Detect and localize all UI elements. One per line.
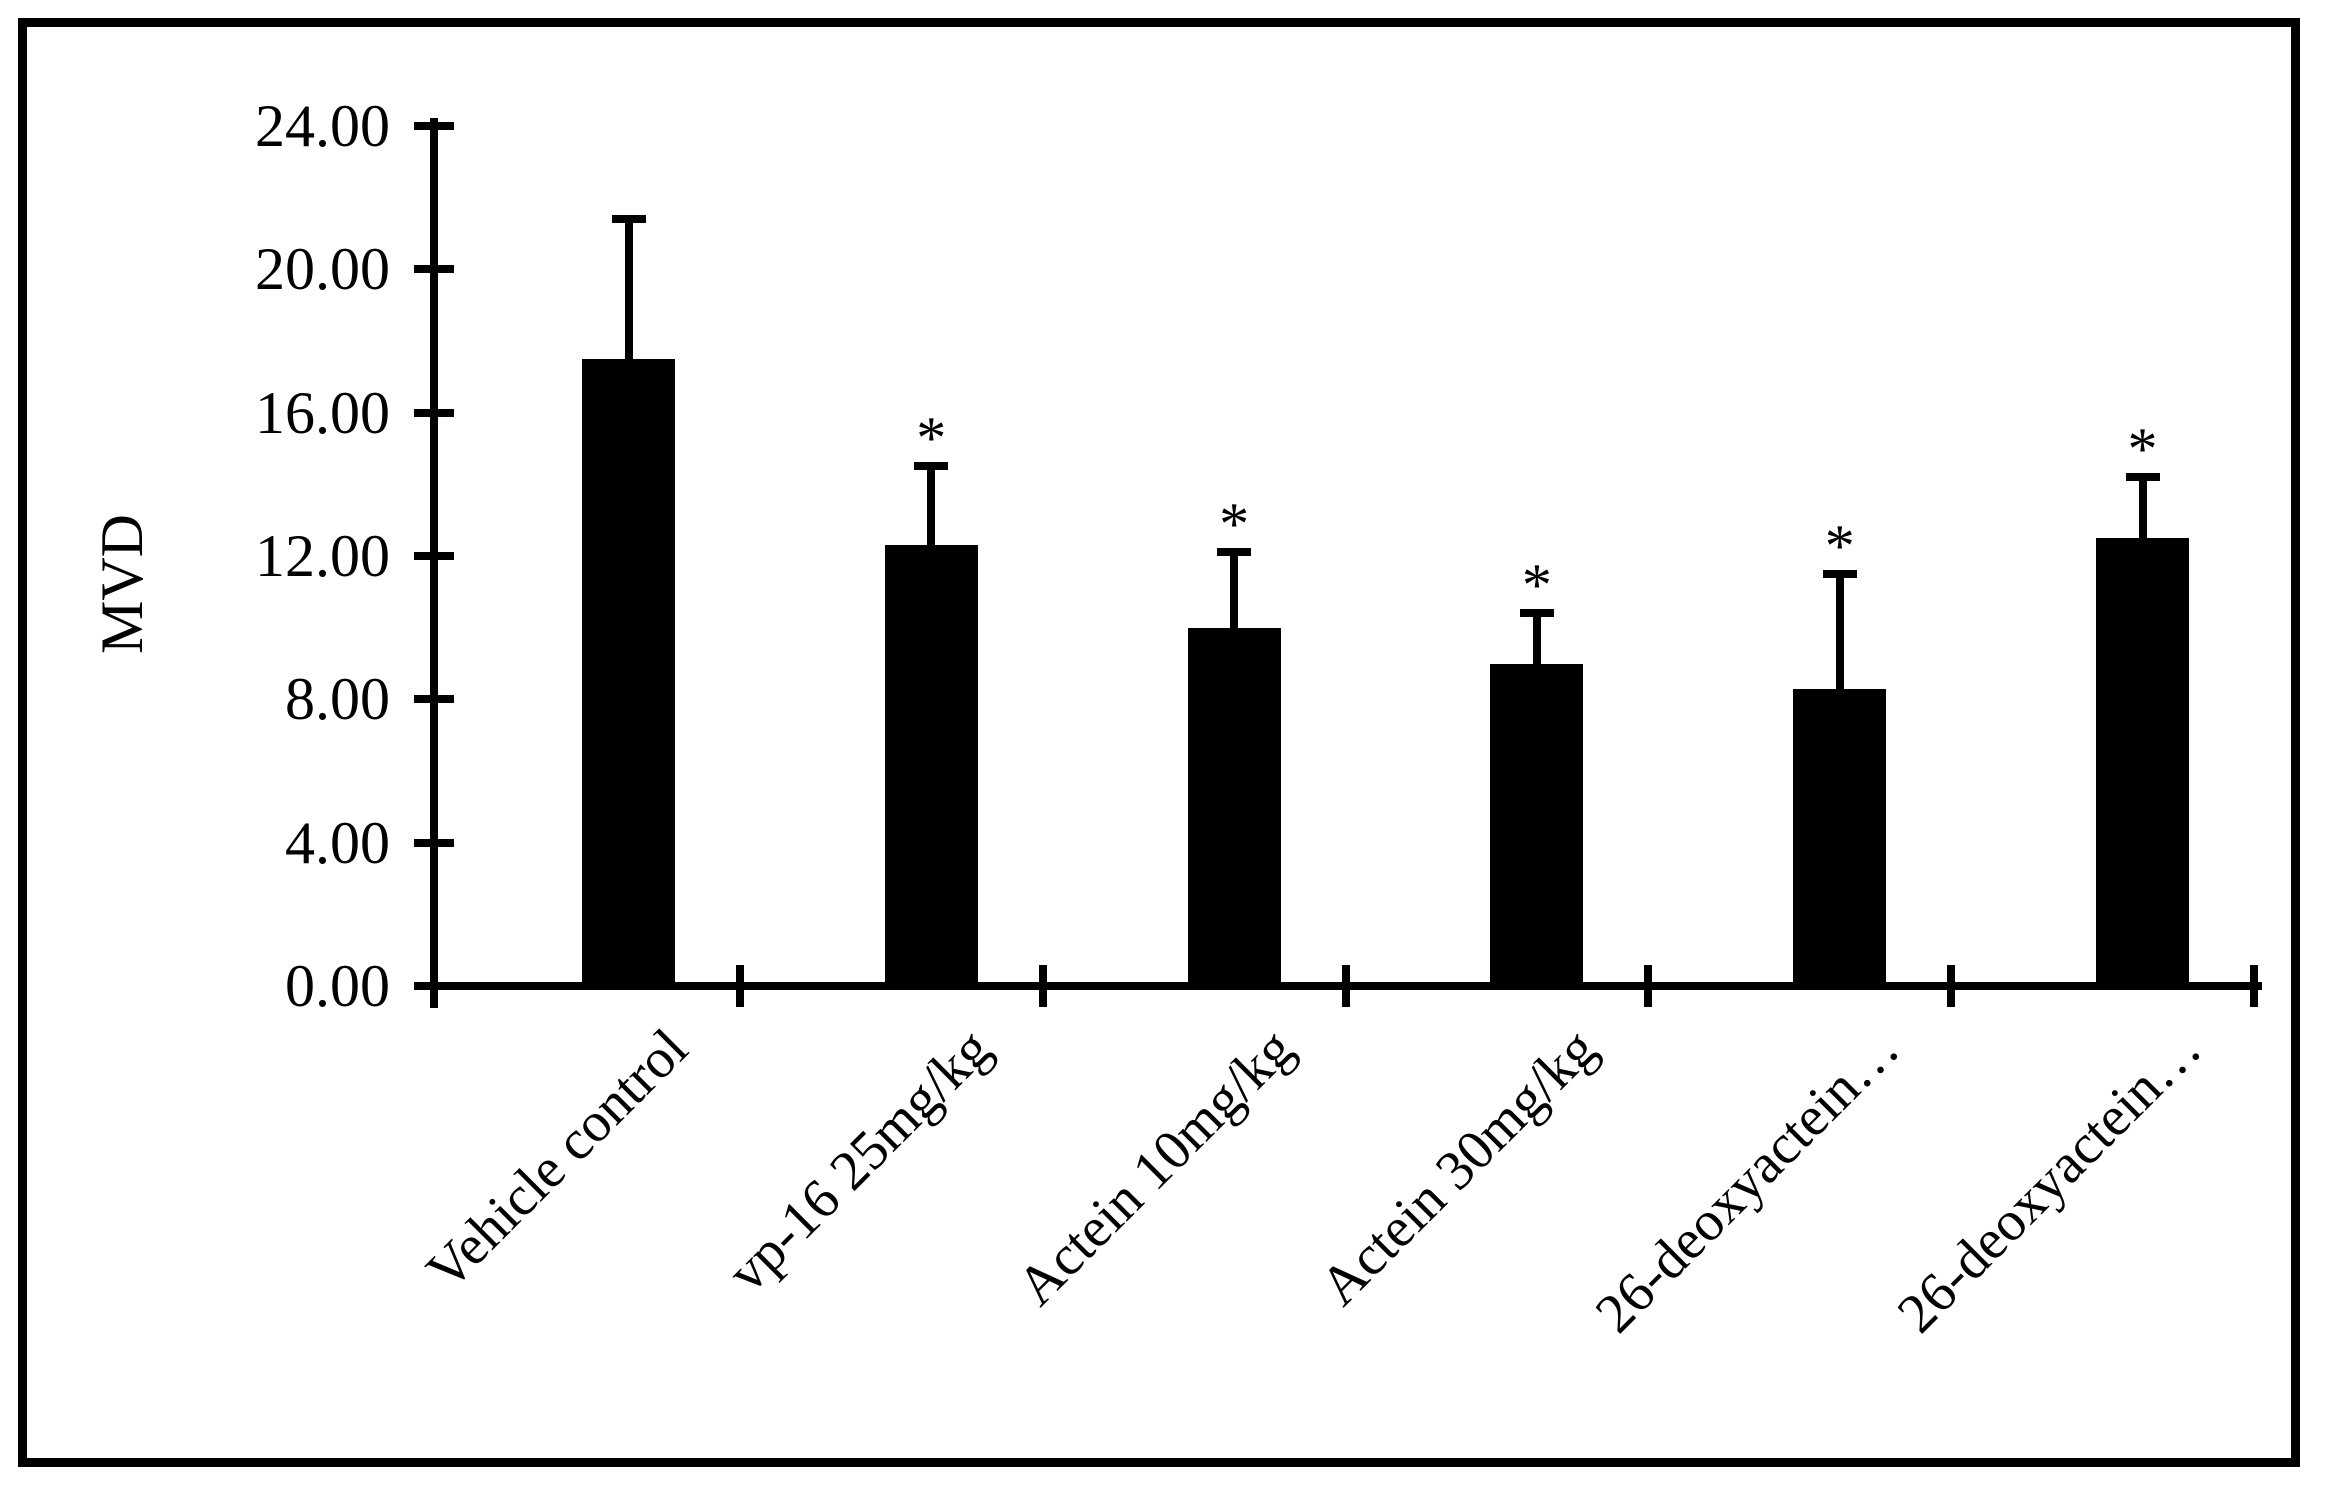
y-tick-label: 8.00 — [285, 666, 390, 733]
y-axis-tick — [414, 408, 454, 417]
x-category-label: Actein 30mg/kg — [1307, 1017, 1609, 1318]
x-category-label: Vehicle control — [414, 1017, 700, 1302]
significance-asterisk: * — [1521, 552, 1552, 619]
y-axis-tick — [414, 552, 454, 561]
x-axis-tick — [1038, 965, 1047, 1007]
y-axis-tick — [414, 982, 454, 990]
error-bar-stem — [927, 466, 936, 546]
x-category-label: 26-deoxyactein… — [1583, 1017, 1911, 1345]
error-bar-stem — [2138, 477, 2147, 539]
x-axis-tick — [1644, 965, 1653, 1007]
error-bar-cap — [2125, 473, 2160, 482]
error-bar-cap — [1822, 569, 1857, 578]
bar — [582, 358, 675, 990]
bar — [2096, 538, 2189, 990]
bar — [1490, 663, 1584, 990]
error-bar-stem — [1835, 573, 1844, 689]
y-axis-tick — [414, 265, 454, 274]
significance-asterisk: * — [916, 405, 947, 472]
y-axis-tick — [414, 838, 454, 847]
y-tick-label: 12.00 — [255, 523, 390, 590]
significance-asterisk: * — [2127, 416, 2158, 483]
x-axis-tick — [2250, 965, 2258, 1007]
bar — [884, 545, 978, 990]
x-axis-tick — [1947, 965, 1956, 1007]
y-tick-label: 4.00 — [285, 809, 390, 876]
y-axis-tick — [414, 122, 454, 131]
bar — [1187, 627, 1281, 990]
error-bar-cap — [1217, 548, 1252, 557]
error-bar-stem — [624, 219, 633, 359]
x-axis-tick — [736, 965, 744, 1007]
y-axis-tick — [414, 695, 454, 704]
error-bar-stem — [1532, 613, 1541, 664]
y-tick-label: 20.00 — [255, 236, 390, 303]
significance-asterisk: * — [1824, 512, 1855, 579]
x-category-label: vp-16 25mg/kg — [715, 1017, 1003, 1305]
chart-border — [18, 18, 2300, 1467]
y-axis-line — [430, 118, 438, 1008]
bar — [1793, 688, 1887, 990]
error-bar-cap — [611, 215, 646, 224]
error-bar-cap — [914, 462, 949, 471]
x-category-label: Actein 10mg/kg — [1005, 1017, 1306, 1318]
y-tick-label: 24.00 — [255, 93, 390, 160]
y-tick-label: 0.00 — [285, 953, 390, 1019]
x-category-label: 26-deoxyactein… — [1886, 1017, 2214, 1345]
y-tick-label: 16.00 — [255, 379, 390, 446]
x-axis-tick — [1341, 965, 1350, 1007]
significance-asterisk: * — [1219, 491, 1250, 558]
error-bar-stem — [1230, 552, 1239, 628]
error-bar-cap — [1519, 609, 1554, 618]
